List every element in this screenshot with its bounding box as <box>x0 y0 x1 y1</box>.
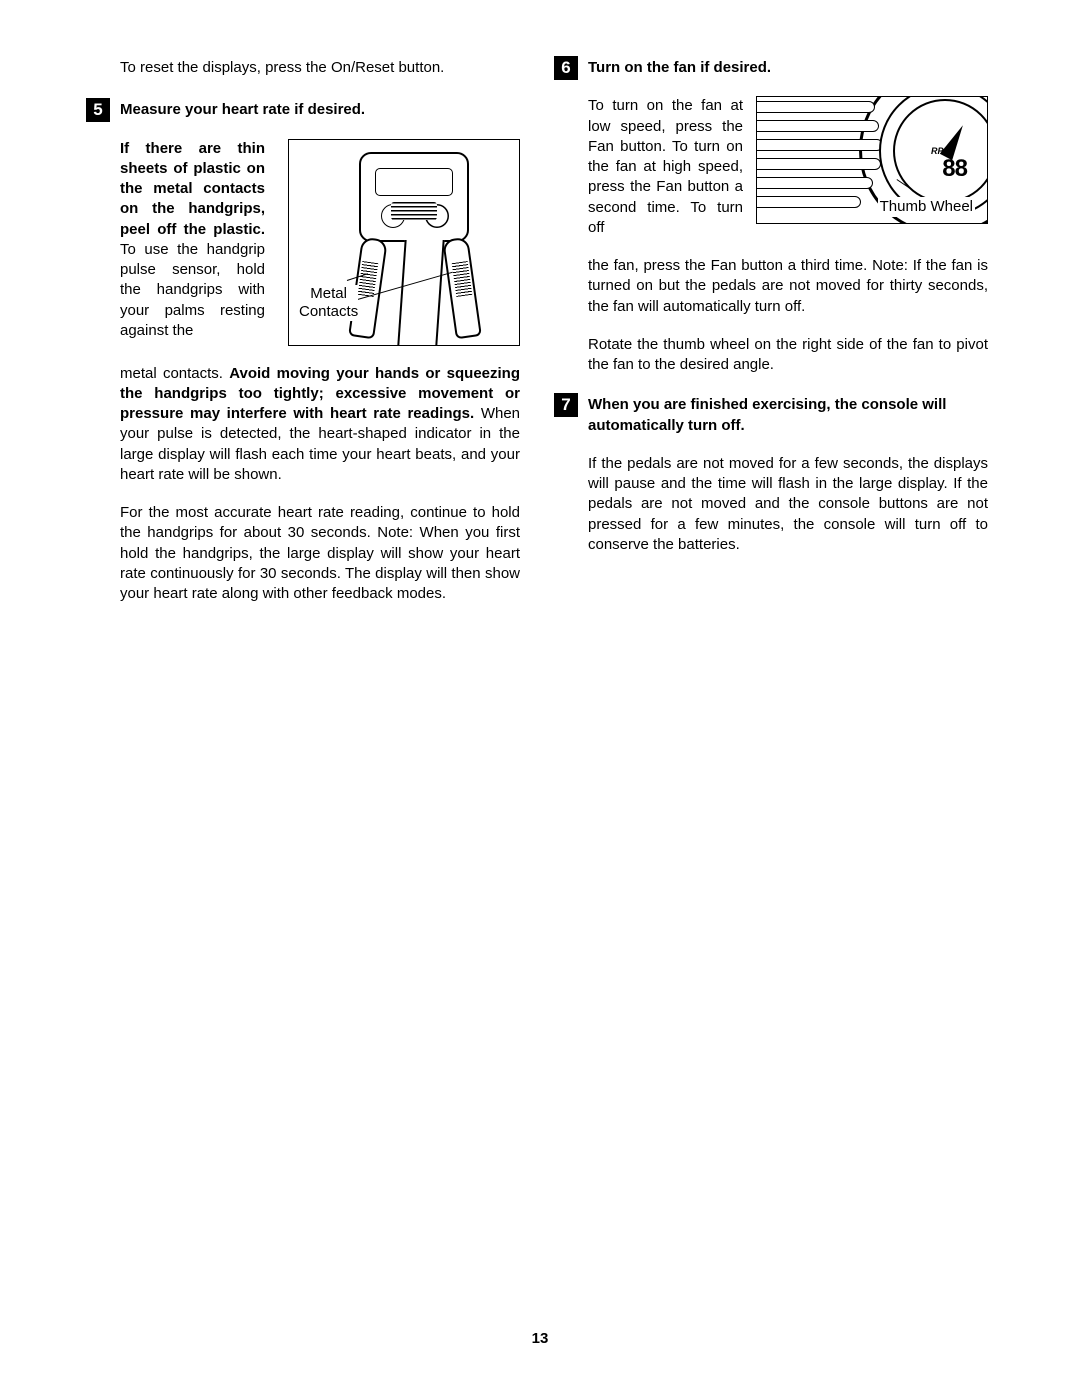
label-line-2: Contacts <box>299 303 358 320</box>
step-5-paragraph-3: For the most accurate heart rate reading… <box>120 503 520 604</box>
plastic-warning-bold: If there are thin sheets of plastic on t… <box>120 140 265 238</box>
fan-slats-icon <box>756 101 883 219</box>
page: To reset the displays, press the On/Rese… <box>0 0 1080 624</box>
step-5-title: Measure your heart rate if desired. <box>120 100 520 120</box>
step-5-wrapped-text: If there are thin sheets of plastic on t… <box>120 139 265 342</box>
page-number: 13 <box>0 1329 1080 1349</box>
console-grill-icon <box>391 202 437 220</box>
step-number-badge: 6 <box>554 56 578 80</box>
step-6-paragraph-1b: the fan, press the Fan button a third ti… <box>588 256 988 317</box>
step-7: 7 When you are finished exercising, the … <box>558 395 988 555</box>
thumb-wheel-figure: RPM 88 Thumb Wheel <box>756 96 988 224</box>
step-6: 6 Turn on the fan if desired. To turn on… <box>558 58 988 375</box>
step-5: 5 Measure your heart rate if desired. If… <box>120 100 520 604</box>
rpm-value: 88 <box>942 153 967 185</box>
step-5-paragraph-2: metal contacts. Avoid moving your hands … <box>120 364 520 486</box>
p2-pre: metal contacts. <box>120 365 229 382</box>
thumb-wheel-label: Thumb Wheel <box>878 197 975 217</box>
step-number-badge: 7 <box>554 393 578 417</box>
label-line-1: Metal <box>310 285 347 302</box>
step-6-title: Turn on the fan if desired. <box>588 58 988 78</box>
step-6-wrapped-text: To turn on the fan at low speed, press t… <box>588 96 743 238</box>
reset-instruction: To reset the displays, press the On/Rese… <box>120 58 520 78</box>
left-column: To reset the displays, press the On/Rese… <box>90 58 520 624</box>
right-column: 6 Turn on the fan if desired. To turn on… <box>558 58 988 624</box>
step-number-badge: 5 <box>86 98 110 122</box>
step-7-title: When you are finished exercising, the co… <box>588 395 988 436</box>
metal-contacts-label: Metal Contacts <box>299 285 358 321</box>
step-6-paragraph-2: Rotate the thumb wheel on the right side… <box>588 335 988 376</box>
console-icon <box>359 152 469 242</box>
step-5-figure-row: If there are thin sheets of plastic on t… <box>120 139 520 346</box>
stem-icon <box>397 240 444 345</box>
plastic-warning-rest: To use the hand­grip pulse sen­sor, hold… <box>120 241 265 339</box>
metal-contacts-figure: Metal Contacts <box>288 139 520 346</box>
step-6-figure-row: To turn on the fan at low speed, press t… <box>588 96 988 238</box>
step-7-paragraph-1: If the pedals are not moved for a few se… <box>588 454 988 555</box>
